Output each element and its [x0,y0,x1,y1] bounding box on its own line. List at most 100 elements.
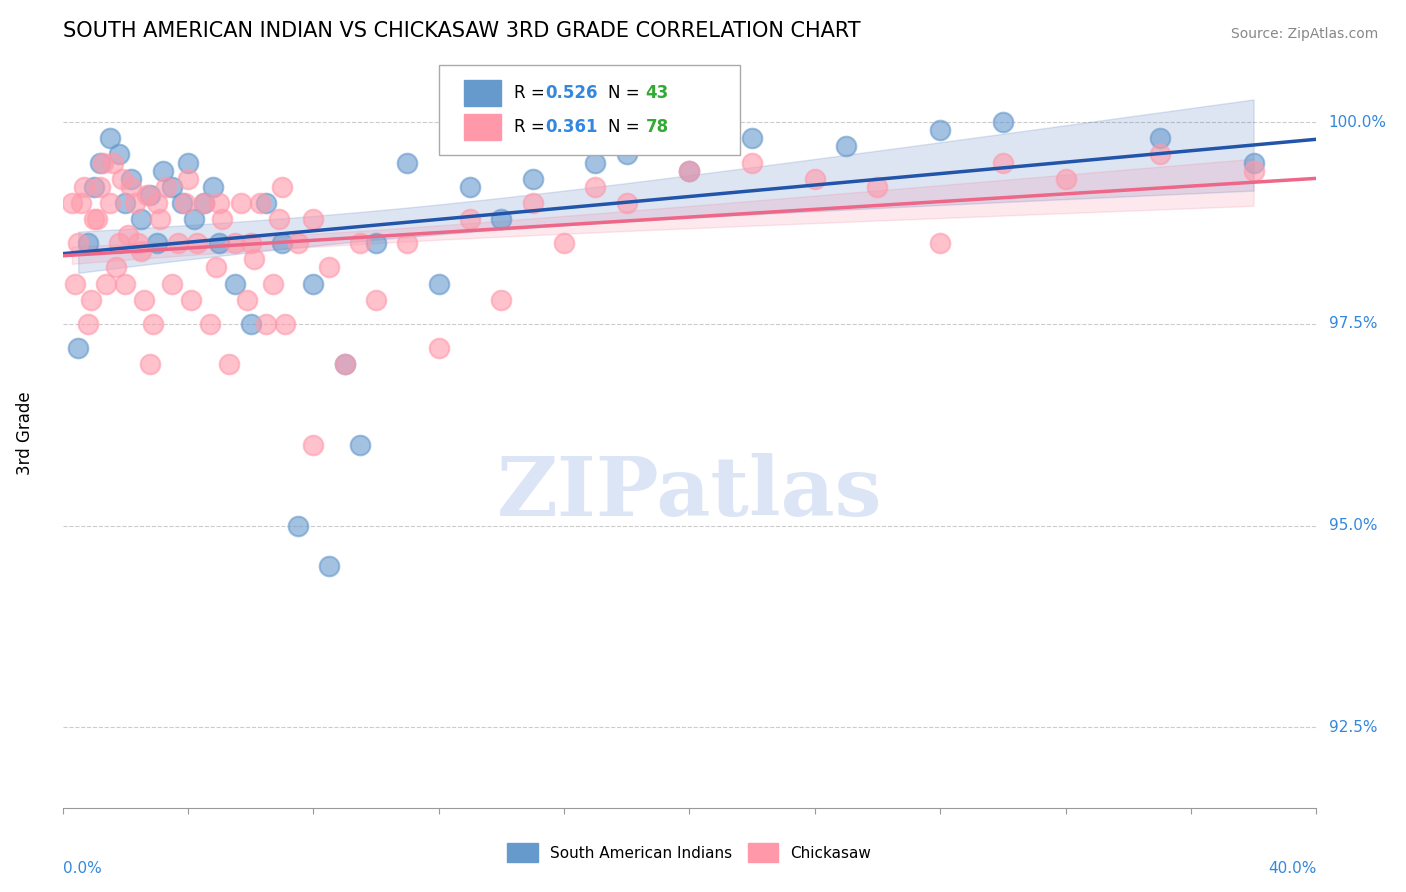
Point [208,236,231,251]
Point [835,139,858,153]
Text: 0.526: 0.526 [546,84,598,102]
Point [803,171,825,186]
Point [114,277,136,291]
Point [127,236,149,251]
Bar [464,80,502,106]
Text: R =: R = [513,118,550,136]
Point [98,195,121,210]
Point [76,236,98,251]
Text: N =: N = [607,84,645,102]
Point [136,187,159,202]
Point [170,195,193,210]
Point [254,195,277,210]
Point [274,317,297,331]
Point [180,293,202,307]
Point [193,195,215,210]
Point [101,155,124,169]
Point [183,212,205,227]
Point [242,252,264,267]
Point [111,171,134,186]
Point [333,357,356,371]
Point [427,341,450,355]
Point [117,228,139,243]
Point [396,155,419,169]
Point [302,277,325,291]
Point [929,236,952,251]
Point [236,293,259,307]
Point [152,163,174,178]
Point [616,147,638,161]
Point [262,277,284,291]
Point [866,179,889,194]
Point [108,147,131,161]
Point [160,179,183,194]
Point [145,236,167,251]
Point [1243,163,1265,178]
Point [86,212,108,227]
Point [522,171,544,186]
Point [145,195,167,210]
Point [364,293,387,307]
Point [198,317,221,331]
Text: 97.5%: 97.5% [1329,317,1378,332]
Point [193,195,215,210]
Text: 0.361: 0.361 [546,118,598,136]
Point [318,260,340,275]
Point [60,195,83,210]
Point [349,438,371,452]
Text: R =: R = [513,84,550,102]
Point [287,236,309,251]
Point [142,317,165,331]
Text: 95.0%: 95.0% [1329,518,1378,533]
Point [224,236,246,251]
Point [132,293,155,307]
Point [167,236,190,251]
Point [155,179,177,194]
Point [108,236,131,251]
Point [76,317,98,331]
Text: 0.0%: 0.0% [62,861,101,876]
Point [96,277,118,291]
Point [427,277,450,291]
Point [186,236,208,251]
Point [271,236,294,251]
Point [249,195,271,210]
Point [208,195,231,210]
Point [458,179,481,194]
Point [1243,155,1265,169]
Point [239,236,262,251]
Point [160,277,183,291]
Text: N =: N = [607,118,645,136]
Text: 43: 43 [645,84,669,102]
Point [364,236,387,251]
Point [741,131,763,145]
Point [1149,147,1171,161]
Point [114,195,136,210]
Point [678,163,700,178]
Point [124,195,146,210]
Point [149,212,172,227]
Point [177,171,200,186]
Point [991,155,1014,169]
Legend: South American Indians, Chickasaw: South American Indians, Chickasaw [502,837,877,868]
Point [491,212,513,227]
Point [63,277,86,291]
Text: Source: ZipAtlas.com: Source: ZipAtlas.com [1230,27,1378,41]
Point [254,317,277,331]
Point [121,171,143,186]
Point [1054,171,1077,186]
Point [67,341,90,355]
Point [83,212,105,227]
Point [678,163,700,178]
Point [333,357,356,371]
Point [583,155,606,169]
Point [89,179,111,194]
FancyBboxPatch shape [439,65,740,155]
Point [139,357,162,371]
Point [129,212,152,227]
Point [553,236,575,251]
Bar [464,114,502,140]
Point [67,236,90,251]
Point [129,244,152,259]
Point [104,260,127,275]
